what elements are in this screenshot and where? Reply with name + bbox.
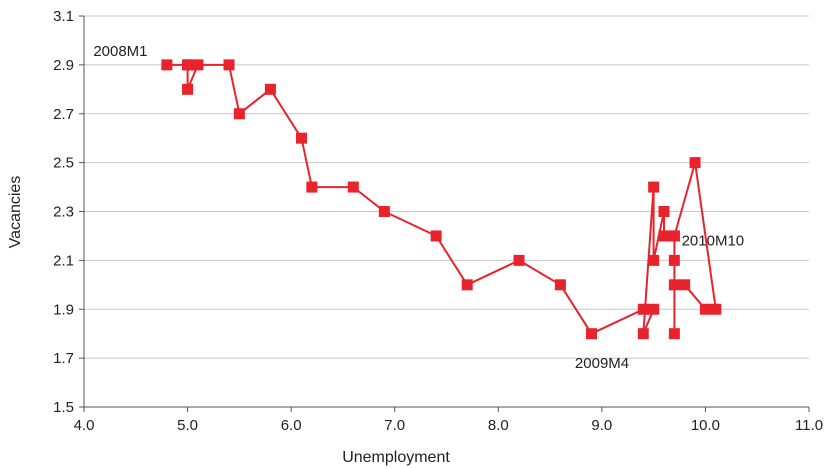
y-tick-label: 2.1 [53, 252, 74, 269]
x-tick-labels: 4.0 5.0 6.0 7.0 8.0 9.0 10.0 11.0 [74, 417, 823, 434]
y-tick-label: 2.3 [53, 204, 74, 221]
data-point-marker [306, 181, 318, 193]
data-point-marker [192, 59, 204, 71]
y-tick-label: 1.5 [53, 399, 74, 416]
annotations: 2008M1 2009M4 2010M10 [93, 43, 744, 372]
y-tick-label: 2.7 [53, 106, 74, 123]
data-point-marker [668, 230, 680, 242]
data-point-marker [658, 230, 670, 242]
data-point-marker [637, 328, 649, 340]
data-point-marker [161, 59, 173, 71]
y-tick-label: 3.1 [53, 8, 74, 25]
data-point-marker [182, 59, 194, 71]
x-tick-label: 9.0 [591, 417, 612, 434]
y-tick-label: 2.9 [53, 57, 74, 74]
x-tick-label: 7.0 [384, 417, 405, 434]
data-point-marker [710, 303, 722, 315]
point-annotation: 2009M4 [575, 355, 629, 372]
data-point-marker [586, 328, 597, 340]
data-point-marker [658, 206, 670, 217]
x-tick-label: 8.0 [488, 417, 509, 434]
point-annotation: 2010M10 [682, 233, 745, 250]
data-point-marker [648, 303, 660, 315]
x-tick-label: 11.0 [795, 417, 823, 434]
x-tick-label: 5.0 [177, 417, 198, 434]
series-line [166, 63, 717, 335]
y-tick-labels: 1.5 1.7 1.9 2.1 2.3 2.5 2.7 2.9 3.1 [53, 8, 74, 416]
y-tick-label: 1.9 [53, 301, 74, 318]
data-point-marker [699, 303, 711, 315]
y-axis-title: Vacancies [7, 176, 24, 249]
x-tick-label: 10.0 [691, 417, 720, 434]
data-point-marker [637, 303, 649, 315]
data-point-marker [679, 279, 691, 291]
data-point-marker [668, 328, 680, 340]
y-tick-label: 1.7 [53, 350, 74, 367]
data-point-marker [513, 254, 525, 266]
data-point-marker [233, 108, 245, 120]
data-point-marker [223, 59, 235, 71]
series-vacancies-unemployment [161, 59, 722, 340]
data-point-marker [378, 206, 390, 217]
data-point-marker [347, 181, 359, 193]
x-tick-label: 4.0 [74, 417, 95, 434]
data-point-marker [689, 157, 701, 169]
data-point-marker [461, 279, 473, 291]
point-annotation: 2008M1 [93, 43, 147, 60]
data-point-marker [648, 181, 660, 193]
data-point-marker [648, 254, 660, 266]
data-point-marker [430, 230, 442, 242]
data-point-marker [296, 132, 307, 144]
axes [79, 15, 810, 412]
y-tick-label: 2.5 [53, 155, 74, 172]
data-point-marker [668, 279, 680, 291]
x-axis-title: Unemployment [342, 449, 450, 466]
data-point-marker [554, 279, 566, 291]
data-point-marker [182, 83, 194, 95]
data-point-marker [668, 254, 680, 266]
x-tick-label: 6.0 [281, 417, 302, 434]
data-point-marker [264, 83, 276, 95]
